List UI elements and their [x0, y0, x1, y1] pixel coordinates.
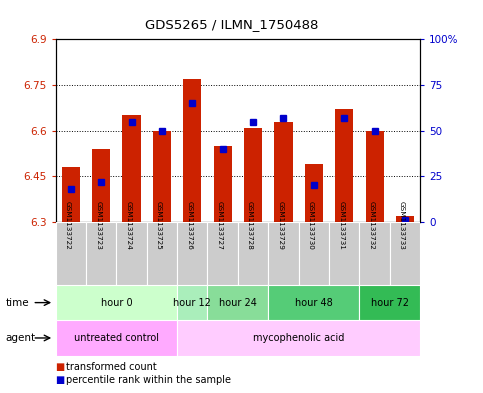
Bar: [56, 285, 177, 320]
Bar: [56, 222, 86, 285]
Text: GSM1133728: GSM1133728: [247, 201, 253, 250]
Text: hour 12: hour 12: [173, 298, 211, 308]
Bar: [359, 222, 390, 285]
Bar: [238, 222, 268, 285]
Bar: [177, 285, 208, 320]
Bar: [329, 222, 359, 285]
Text: hour 72: hour 72: [371, 298, 409, 308]
Text: GSM1133730: GSM1133730: [308, 201, 314, 250]
Text: ■: ■: [56, 362, 65, 373]
Bar: [116, 222, 147, 285]
Text: hour 0: hour 0: [100, 298, 132, 308]
Text: transformed count: transformed count: [66, 362, 157, 373]
Bar: [213, 146, 232, 222]
Bar: [147, 222, 177, 285]
Bar: [122, 116, 141, 222]
Bar: [298, 222, 329, 285]
Text: hour 24: hour 24: [219, 298, 257, 308]
Bar: [244, 128, 262, 222]
Text: GDS5265 / ILMN_1750488: GDS5265 / ILMN_1750488: [145, 18, 318, 31]
Bar: [92, 149, 110, 222]
Bar: [335, 109, 354, 222]
Bar: [183, 79, 201, 222]
Bar: [305, 164, 323, 222]
Bar: [396, 216, 414, 222]
Bar: [153, 131, 171, 222]
Text: mycophenolic acid: mycophenolic acid: [253, 333, 344, 343]
Bar: [208, 285, 268, 320]
Text: GSM1133723: GSM1133723: [95, 201, 101, 250]
Bar: [268, 285, 359, 320]
Bar: [274, 121, 293, 222]
Bar: [177, 222, 208, 285]
Text: time: time: [6, 298, 29, 308]
Text: GSM1133727: GSM1133727: [217, 201, 223, 250]
Text: GSM1133732: GSM1133732: [369, 201, 375, 250]
Text: GSM1133722: GSM1133722: [65, 201, 71, 250]
Text: GSM1133726: GSM1133726: [186, 201, 192, 250]
Bar: [366, 131, 384, 222]
Text: GSM1133733: GSM1133733: [399, 201, 405, 250]
Bar: [177, 320, 420, 356]
Text: ■: ■: [56, 375, 65, 386]
Bar: [390, 222, 420, 285]
Text: GSM1133731: GSM1133731: [338, 201, 344, 250]
Text: percentile rank within the sample: percentile rank within the sample: [66, 375, 231, 386]
Bar: [268, 222, 298, 285]
Bar: [359, 285, 420, 320]
Bar: [56, 320, 177, 356]
Bar: [62, 167, 80, 222]
Text: GSM1133724: GSM1133724: [126, 201, 131, 250]
Bar: [86, 222, 116, 285]
Text: GSM1133729: GSM1133729: [277, 201, 284, 250]
Text: hour 48: hour 48: [295, 298, 333, 308]
Text: GSM1133725: GSM1133725: [156, 201, 162, 250]
Text: untreated control: untreated control: [74, 333, 159, 343]
Bar: [208, 222, 238, 285]
Text: agent: agent: [6, 333, 36, 343]
